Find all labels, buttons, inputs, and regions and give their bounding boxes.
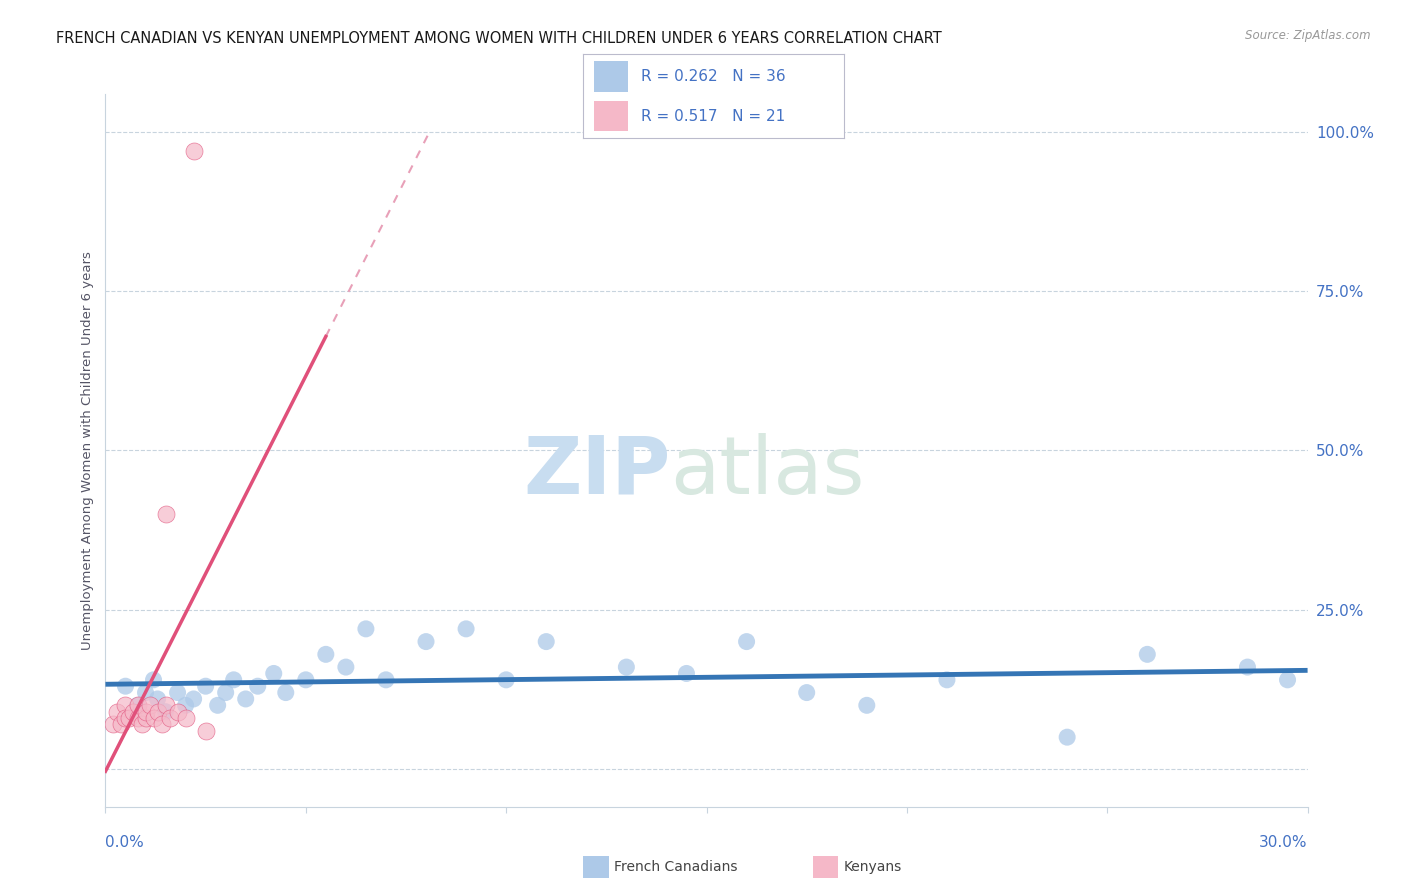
- Point: [155, 698, 177, 713]
- Point: [183, 692, 205, 706]
- Point: [107, 705, 129, 719]
- FancyBboxPatch shape: [593, 101, 627, 131]
- Text: 0.0%: 0.0%: [105, 836, 145, 850]
- Point: [114, 698, 136, 713]
- Text: 30.0%: 30.0%: [1260, 836, 1308, 850]
- Point: [135, 711, 157, 725]
- Point: [142, 673, 165, 687]
- Point: [146, 705, 169, 719]
- Point: [796, 685, 818, 699]
- Text: R = 0.517   N = 21: R = 0.517 N = 21: [641, 109, 785, 124]
- Point: [174, 698, 197, 713]
- Point: [855, 698, 877, 713]
- Point: [127, 698, 149, 713]
- Point: [1236, 660, 1258, 674]
- Point: [127, 711, 149, 725]
- Point: [1136, 648, 1159, 662]
- Point: [155, 705, 177, 719]
- Point: [263, 666, 285, 681]
- Point: [138, 698, 160, 713]
- Point: [534, 634, 557, 648]
- Point: [1056, 730, 1078, 744]
- Point: [415, 634, 437, 648]
- Point: [194, 723, 217, 738]
- Point: [194, 679, 217, 693]
- Point: [675, 666, 697, 681]
- Point: [110, 717, 132, 731]
- Point: [142, 711, 165, 725]
- Point: [135, 685, 157, 699]
- Point: [174, 711, 197, 725]
- FancyBboxPatch shape: [593, 62, 627, 92]
- Point: [207, 698, 229, 713]
- Text: atlas: atlas: [671, 433, 865, 511]
- Point: [235, 692, 257, 706]
- Point: [315, 648, 337, 662]
- Point: [103, 717, 125, 731]
- Point: [1277, 673, 1299, 687]
- Point: [118, 711, 141, 725]
- Text: Source: ZipAtlas.com: Source: ZipAtlas.com: [1246, 29, 1371, 42]
- Text: R = 0.262   N = 36: R = 0.262 N = 36: [641, 69, 786, 84]
- Point: [114, 711, 136, 725]
- Point: [616, 660, 638, 674]
- Text: French Canadians: French Canadians: [614, 860, 738, 874]
- Point: [936, 673, 959, 687]
- Point: [222, 673, 245, 687]
- Text: FRENCH CANADIAN VS KENYAN UNEMPLOYMENT AMONG WOMEN WITH CHILDREN UNDER 6 YEARS C: FRENCH CANADIAN VS KENYAN UNEMPLOYMENT A…: [56, 31, 942, 46]
- Point: [114, 679, 136, 693]
- Point: [131, 717, 153, 731]
- Point: [150, 717, 173, 731]
- Point: [454, 622, 477, 636]
- Point: [155, 507, 177, 521]
- Point: [127, 698, 149, 713]
- Point: [735, 634, 758, 648]
- Y-axis label: Unemployment Among Women with Children Under 6 years: Unemployment Among Women with Children U…: [82, 251, 94, 650]
- Point: [166, 705, 188, 719]
- Text: Kenyans: Kenyans: [844, 860, 901, 874]
- Point: [122, 705, 145, 719]
- Point: [246, 679, 269, 693]
- Point: [495, 673, 517, 687]
- Text: ZIP: ZIP: [523, 433, 671, 511]
- Point: [295, 673, 318, 687]
- Point: [354, 622, 377, 636]
- Point: [166, 685, 188, 699]
- Point: [146, 692, 169, 706]
- Point: [183, 144, 205, 158]
- Point: [159, 711, 181, 725]
- Point: [135, 705, 157, 719]
- Point: [214, 685, 236, 699]
- Point: [374, 673, 398, 687]
- Point: [274, 685, 297, 699]
- Point: [335, 660, 357, 674]
